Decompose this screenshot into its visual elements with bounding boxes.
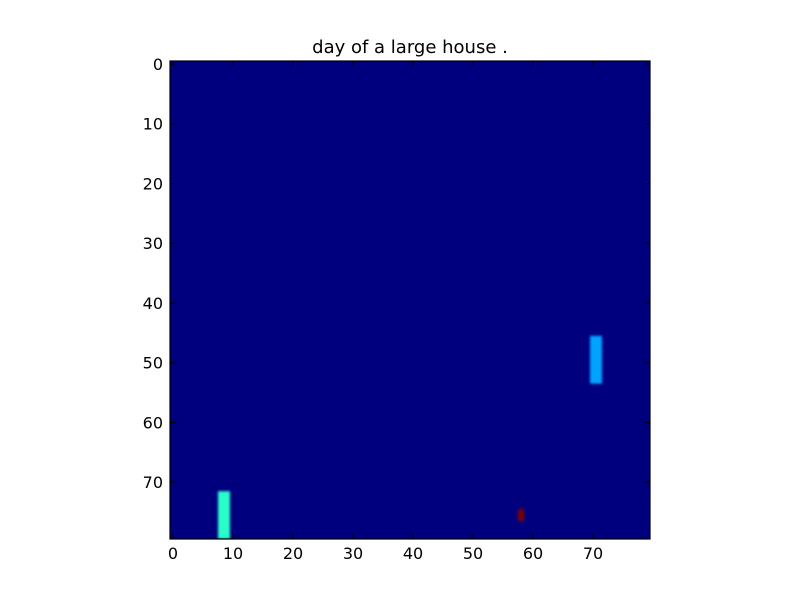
y-tick-label: 60 — [143, 413, 163, 432]
x-tick-label: 50 — [463, 544, 483, 563]
y-tick-label: 20 — [143, 174, 163, 193]
y-tick-label: 50 — [143, 354, 163, 373]
heatmap-cell-1 — [218, 491, 230, 539]
heatmap-cell-2 — [518, 509, 524, 522]
y-tick-label: 0 — [153, 55, 163, 74]
heatmap-cell-0 — [590, 335, 602, 384]
plot-area — [169, 60, 651, 540]
x-tick-label: 70 — [583, 544, 603, 563]
x-axis: 0 10 20 30 40 50 60 70 — [168, 61, 603, 563]
x-tick-label: 60 — [523, 544, 543, 563]
heatmap-background — [170, 61, 650, 539]
chart-title: day of a large house . — [312, 37, 508, 58]
x-tick-label: 0 — [168, 544, 178, 563]
y-tick-label: 40 — [143, 294, 163, 313]
x-tick-label: 30 — [343, 544, 363, 563]
y-tick-label: 70 — [143, 473, 163, 492]
plot-frame — [169, 60, 651, 540]
y-axis: 0 10 20 30 40 50 60 70 — [143, 55, 650, 492]
y-tick-label: 30 — [143, 234, 163, 253]
x-tick-label: 20 — [283, 544, 303, 563]
y-tick-label: 10 — [143, 115, 163, 134]
x-tick-label: 40 — [403, 544, 423, 563]
x-tick-label: 10 — [223, 544, 243, 563]
